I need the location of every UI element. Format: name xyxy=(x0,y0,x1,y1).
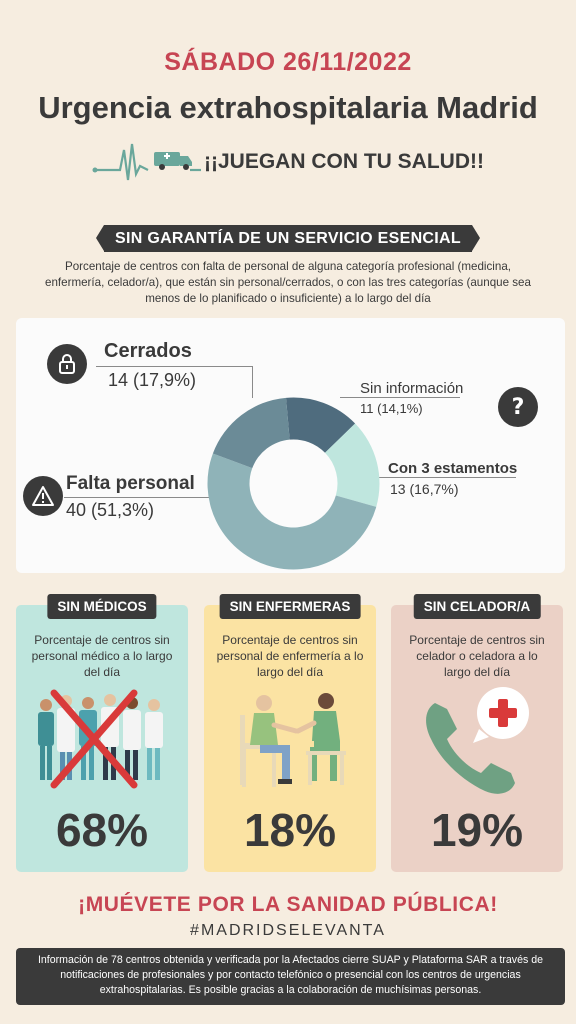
card-percent: 68% xyxy=(55,804,149,856)
leader-line xyxy=(374,477,516,478)
question-icon: ? xyxy=(498,387,538,427)
nurse-patient-icon xyxy=(240,693,346,787)
leader-line xyxy=(252,366,253,398)
label-sin-informacion: Sin información xyxy=(360,380,464,397)
label-cerrados: Cerrados xyxy=(104,340,192,362)
card-sin-celador: SIN CELADOR/A Porcentaje de centros sin … xyxy=(391,594,563,872)
donut-slice-0 xyxy=(286,397,356,453)
section-banner: SIN GARANTÍA DE UN SERVICIO ESENCIAL xyxy=(96,225,480,252)
doctors-crossed-icon xyxy=(38,689,163,789)
card-description: Porcentaje de centros sin personal médic… xyxy=(31,633,173,679)
donut-slice-2 xyxy=(207,453,377,570)
card-description: Porcentaje de centros sin personal de en… xyxy=(216,633,364,679)
card-sin-medicos: SIN MÉDICOS Porcentaje de centros sin pe… xyxy=(16,594,188,872)
phone-medical-icon xyxy=(426,687,529,794)
card-description: Porcentaje de centros sin celador o cela… xyxy=(409,633,545,679)
footer-note: Información de 78 centros obtenida y ver… xyxy=(16,948,565,1005)
leader-line xyxy=(340,397,460,398)
warning-icon xyxy=(23,476,63,516)
value-con-3-estamentos: 13 (16,7%) xyxy=(390,481,459,497)
tagline: ¡¡JUEGAN CON TU SALUD!! xyxy=(204,150,484,173)
label-falta-personal: Falta personal xyxy=(66,473,195,494)
page-title: Urgencia extrahospitalaria Madrid xyxy=(38,90,538,125)
hashtag: #MADRIDSELEVANTA xyxy=(190,922,386,939)
card-sin-enfermeras: SIN ENFERMERAS Porcentaje de centros sin… xyxy=(204,594,376,872)
value-falta-personal: 40 (51,3%) xyxy=(66,500,155,520)
donut-slice-1 xyxy=(325,423,380,507)
label-con-3-estamentos: Con 3 estamentos xyxy=(388,460,518,477)
date-heading: SÁBADO 26/11/2022 xyxy=(164,48,412,76)
leader-line xyxy=(64,497,214,498)
ecg-ambulance-icon xyxy=(92,143,201,181)
card-tag: SIN ENFERMERAS xyxy=(219,594,361,619)
value-sin-informacion: 11 (14,1%) xyxy=(360,401,423,416)
value-cerrados: 14 (17,9%) xyxy=(108,370,197,390)
donut-slice-3 xyxy=(212,397,290,469)
card-tag: SIN MÉDICOS xyxy=(47,594,157,619)
card-percent: 18% xyxy=(243,804,337,856)
card-tag: SIN CELADOR/A xyxy=(413,594,541,619)
section-description: Porcentaje de centros con falta de perso… xyxy=(45,260,531,305)
donut-chart xyxy=(207,397,380,570)
leader-line xyxy=(96,366,252,367)
call-to-action: ¡MUÉVETE POR LA SANIDAD PÚBLICA! xyxy=(78,893,498,916)
card-percent: 19% xyxy=(430,804,524,856)
lock-icon xyxy=(47,344,87,384)
